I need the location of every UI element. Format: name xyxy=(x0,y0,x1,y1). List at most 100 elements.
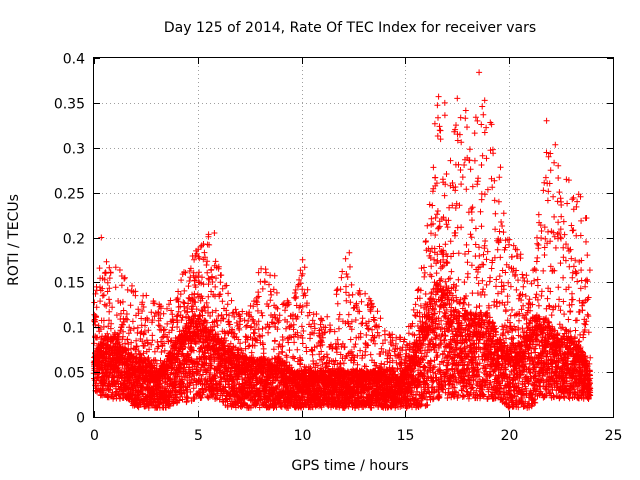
data-point xyxy=(174,319,181,326)
data-point xyxy=(363,332,370,338)
data-point xyxy=(299,256,306,263)
data-point xyxy=(243,323,249,330)
data-point xyxy=(164,334,171,341)
data-point xyxy=(168,307,175,314)
data-point xyxy=(104,279,111,286)
data-point xyxy=(274,305,281,312)
data-point xyxy=(96,265,103,272)
data-point xyxy=(120,390,127,397)
data-point xyxy=(149,337,156,344)
data-point xyxy=(364,325,371,332)
data-point xyxy=(106,296,112,303)
data-point xyxy=(362,290,369,297)
data-point xyxy=(196,269,202,276)
chart-title: Day 125 of 2014, Rate Of TEC Index for r… xyxy=(164,20,536,36)
data-point xyxy=(298,323,305,330)
data-point xyxy=(203,299,210,306)
data-point xyxy=(141,329,148,335)
data-point xyxy=(342,255,349,262)
data-point xyxy=(336,325,342,332)
data-point xyxy=(200,389,207,396)
data-point xyxy=(101,276,108,283)
data-point xyxy=(343,283,349,290)
data-point xyxy=(259,325,266,332)
y-axis-label: ROTI / TECUs xyxy=(6,194,22,286)
data-point xyxy=(161,340,168,347)
data-point xyxy=(189,308,196,315)
data-point xyxy=(127,302,134,309)
data-point xyxy=(313,311,320,317)
data-point xyxy=(140,304,147,310)
data-point xyxy=(191,256,198,263)
data-point xyxy=(182,344,189,351)
data-point xyxy=(181,390,188,397)
data-point xyxy=(138,315,145,322)
data-point xyxy=(162,387,169,394)
data-point xyxy=(208,266,215,273)
data-point xyxy=(177,291,184,298)
data-point xyxy=(223,282,230,289)
data-point xyxy=(151,313,158,320)
data-point xyxy=(192,284,199,291)
data-point xyxy=(363,363,369,370)
data-point xyxy=(151,348,158,355)
data-point xyxy=(183,399,190,406)
data-point xyxy=(105,342,111,348)
data-point xyxy=(205,275,212,282)
data-point xyxy=(267,297,274,304)
data-point xyxy=(218,272,225,279)
data-point xyxy=(117,395,123,402)
data-point xyxy=(260,345,267,352)
data-point xyxy=(173,313,180,320)
data-point xyxy=(374,329,381,336)
data-point xyxy=(286,347,293,354)
data-point xyxy=(352,341,359,348)
data-point xyxy=(190,269,197,276)
data-point xyxy=(140,331,147,338)
data-point xyxy=(179,396,186,403)
data-point xyxy=(157,323,163,330)
data-point xyxy=(336,311,343,318)
data-point xyxy=(106,285,113,292)
data-point xyxy=(132,346,139,353)
data-point xyxy=(340,360,347,367)
data-point xyxy=(168,327,175,334)
data-point xyxy=(174,295,181,302)
data-point xyxy=(136,351,143,358)
data-point xyxy=(139,391,146,398)
data-point xyxy=(279,337,286,343)
data-point xyxy=(248,349,255,356)
x-axis-label: GPS time / hours xyxy=(291,458,408,474)
data-point xyxy=(161,326,168,333)
data-point xyxy=(121,275,128,282)
data-point xyxy=(117,327,124,334)
data-point xyxy=(182,369,189,376)
data-point xyxy=(186,278,193,284)
data-point xyxy=(166,301,172,308)
data-point xyxy=(107,269,114,276)
data-point xyxy=(291,339,298,346)
data-point xyxy=(343,297,350,304)
data-point xyxy=(185,300,192,307)
data-point xyxy=(135,310,142,317)
data-point xyxy=(199,295,206,302)
data-point xyxy=(202,254,208,261)
data-point xyxy=(103,302,110,309)
data-point xyxy=(179,391,185,397)
data-point xyxy=(213,275,219,282)
data-point xyxy=(199,312,206,319)
data-point xyxy=(127,327,134,334)
data-point xyxy=(205,304,211,311)
data-point xyxy=(186,380,193,387)
data-point xyxy=(148,309,155,316)
data-point xyxy=(196,255,203,262)
data-point xyxy=(103,258,110,265)
data-point xyxy=(205,309,212,316)
data-point xyxy=(133,343,140,350)
data-point xyxy=(133,337,140,344)
data-point xyxy=(176,328,183,335)
data-point xyxy=(181,287,188,294)
data-point xyxy=(143,292,150,299)
data-point xyxy=(130,325,137,332)
data-point xyxy=(104,288,111,295)
